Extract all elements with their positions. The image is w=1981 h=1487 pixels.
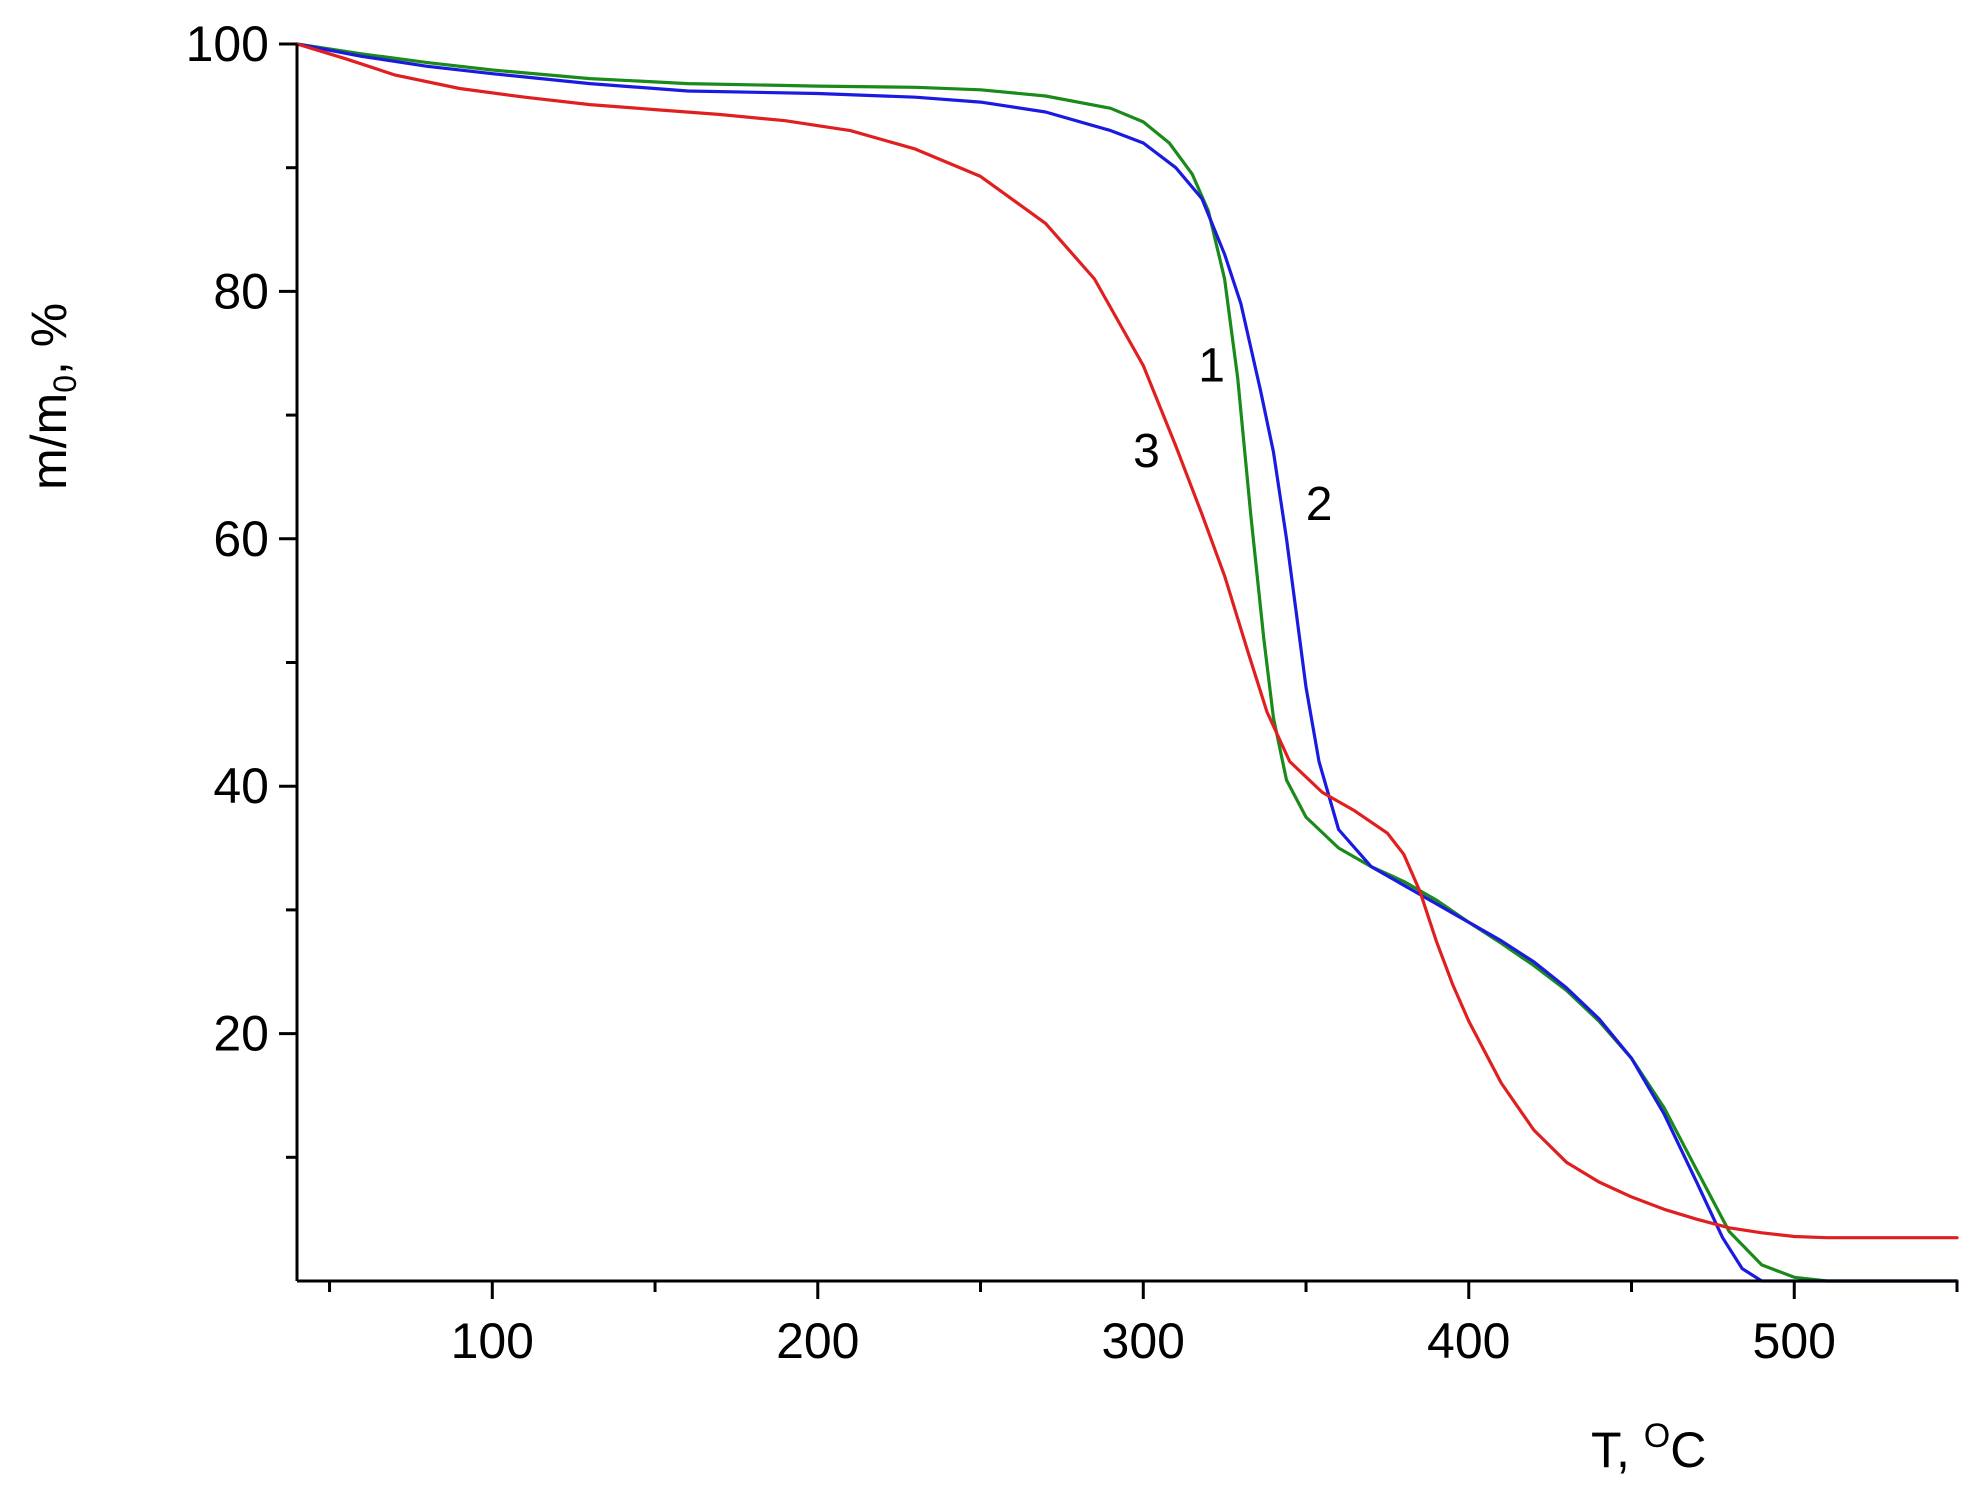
y-tick-label: 80 <box>213 263 269 319</box>
x-tick-label: 300 <box>1102 1313 1185 1369</box>
y-axis-title-main: m/m <box>21 393 77 490</box>
series-line-3 <box>295 42 1959 1240</box>
x-axis-title-main: T, <box>1591 1422 1644 1478</box>
x-tick-label: 500 <box>1753 1313 1836 1369</box>
y-axis-title: m/m0, % <box>21 303 83 490</box>
x-tick-label: 100 <box>451 1313 534 1369</box>
curve-label-3: 3 <box>1133 425 1160 478</box>
x-axis-title-superscript: O <box>1644 1417 1670 1455</box>
curve-label-1: 1 <box>1198 340 1225 393</box>
y-tick-label: 20 <box>213 1006 269 1062</box>
x-axis-ticks: 100 200 300 400 500 <box>328 1281 1959 1369</box>
x-tick-label: 200 <box>776 1313 859 1369</box>
y-tick-label: 40 <box>213 758 269 814</box>
x-axis-title-unit: C <box>1670 1422 1706 1478</box>
y-tick-label: 60 <box>213 511 269 567</box>
y-axis-title-subscript: 0 <box>47 375 83 393</box>
axes <box>295 44 1957 1283</box>
curve-labels: 1 2 3 <box>1133 340 1332 532</box>
series-line-2 <box>295 42 1959 1283</box>
y-axis-title-unit: , % <box>21 303 77 375</box>
curve-label-2: 2 <box>1306 478 1333 531</box>
x-tick-label: 400 <box>1427 1313 1510 1369</box>
series-group <box>295 42 1959 1283</box>
series-line-1 <box>295 42 1959 1283</box>
y-axis-ticks: 20 40 60 80 100 <box>186 16 297 1159</box>
y-tick-label: 100 <box>186 16 269 72</box>
x-axis-title: T, OC <box>1591 1417 1706 1478</box>
